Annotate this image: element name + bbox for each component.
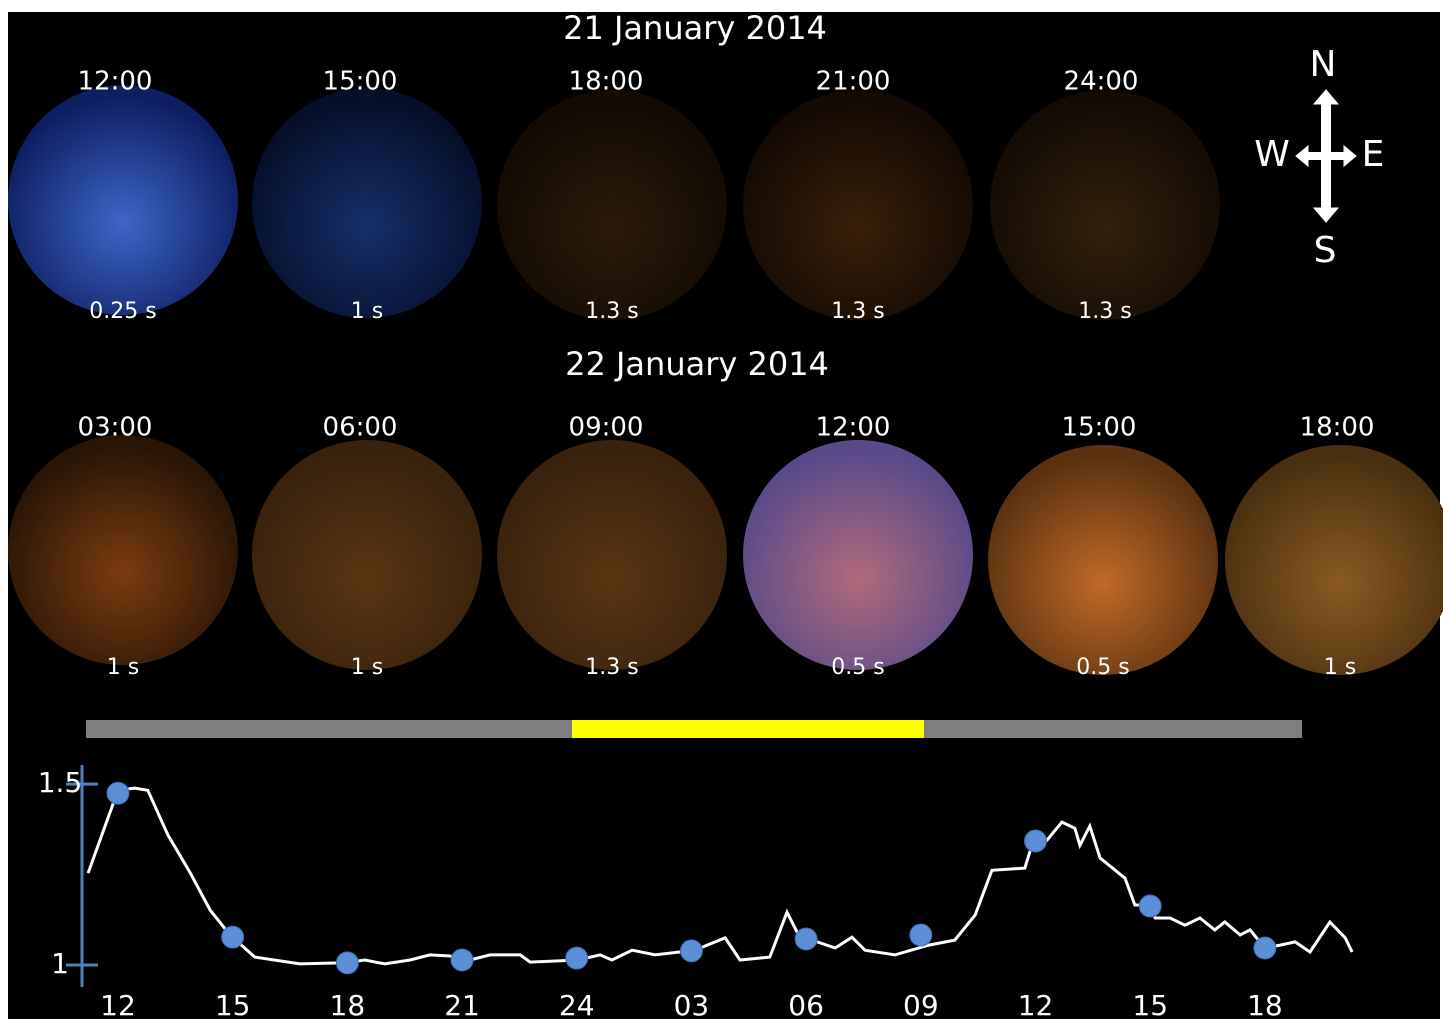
compass-s: S <box>1314 230 1337 271</box>
x-tick-label: 21 <box>444 989 480 1019</box>
point <box>680 940 702 962</box>
x-tick-label: 12 <box>1018 989 1054 1019</box>
y-tick-label: 1.5 <box>38 766 83 799</box>
fisheye-image <box>252 440 482 670</box>
exposure-label: 1 s <box>1324 655 1356 680</box>
x-tick-label: 03 <box>674 989 710 1019</box>
fisheye-image <box>990 90 1220 320</box>
time-label: 24:00 <box>1064 67 1139 97</box>
compass-w: W <box>1254 134 1290 175</box>
fisheye-image <box>988 445 1218 675</box>
exposure-label: 0.5 s <box>831 655 884 680</box>
point <box>1025 830 1047 852</box>
time-label: 09:00 <box>569 413 644 443</box>
x-tick-label: 15 <box>215 989 251 1019</box>
fisheye-image <box>8 85 238 315</box>
x-tick-label: 24 <box>559 989 595 1019</box>
point <box>795 928 817 950</box>
point <box>336 952 358 974</box>
exposure-label: 1.3 s <box>1078 299 1131 324</box>
point <box>222 926 244 948</box>
time-label: 12:00 <box>78 67 153 97</box>
time-label: 18:00 <box>1300 413 1375 443</box>
exposure-label: 0.25 s <box>89 299 156 324</box>
fisheye-image <box>252 88 482 318</box>
time-label: 12:00 <box>816 413 891 443</box>
time-label: 06:00 <box>323 413 398 443</box>
time-label: 15:00 <box>1062 413 1137 443</box>
point <box>1254 937 1276 959</box>
compass-e: E <box>1362 134 1385 175</box>
x-tick-label: 18 <box>330 989 366 1019</box>
compass-n: N <box>1310 44 1337 85</box>
exposure-label: 1.3 s <box>831 299 884 324</box>
fisheye-image <box>743 90 973 320</box>
figure: 21 January 2014 22 January 2014 N W E S … <box>0 0 1443 1019</box>
x-tick-label: 18 <box>1247 989 1283 1019</box>
fisheye-image <box>497 440 727 670</box>
point <box>107 782 129 804</box>
fisheye-image <box>8 435 238 665</box>
fisheye-image <box>497 90 727 320</box>
point <box>451 949 473 971</box>
exposure-label: 1.3 s <box>585 299 638 324</box>
time-label: 03:00 <box>78 413 153 443</box>
day1-title: 21 January 2014 <box>563 9 827 47</box>
x-tick-label: 12 <box>100 989 136 1019</box>
point <box>910 924 932 946</box>
x-tick-label: 15 <box>1132 989 1168 1019</box>
exposure-label: 1 s <box>351 655 383 680</box>
time-label: 15:00 <box>323 67 398 97</box>
exposure-label: 1 s <box>351 299 383 324</box>
exposure-label: 1 s <box>107 655 139 680</box>
y-tick-label: 1 <box>51 947 69 980</box>
point <box>566 947 588 969</box>
x-tick-label: 09 <box>903 989 939 1019</box>
x-tick-label: 06 <box>788 989 824 1019</box>
point <box>1139 895 1161 917</box>
day-bar <box>572 720 924 738</box>
day2-title: 22 January 2014 <box>565 345 829 383</box>
time-label: 21:00 <box>816 67 891 97</box>
fisheye-image <box>743 440 973 670</box>
exposure-label: 0.5 s <box>1076 655 1129 680</box>
time-label: 18:00 <box>569 67 644 97</box>
exposure-label: 1.3 s <box>585 655 638 680</box>
